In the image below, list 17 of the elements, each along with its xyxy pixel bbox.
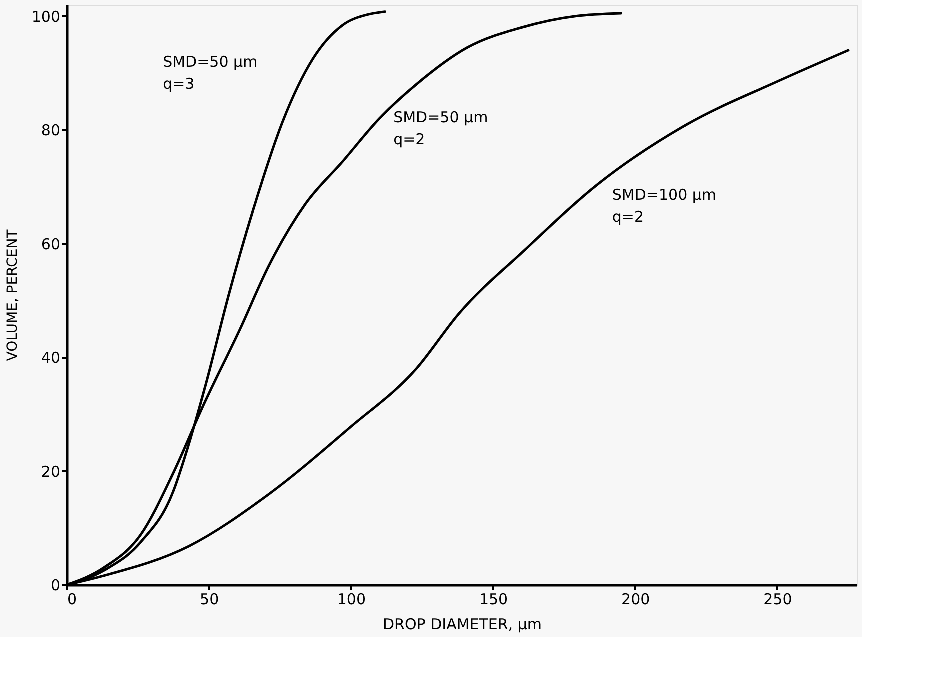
annotation: SMD=100 μm q=2 [612, 186, 717, 226]
x-tick-label: 250 [764, 590, 792, 608]
x-tick-label: 150 [479, 590, 508, 608]
y-tick-label: 100 [32, 8, 60, 26]
annotation: SMD=50 μm q=2 [394, 108, 488, 149]
x-tick-label: 200 [622, 590, 650, 608]
y-tick-label: 80 [41, 122, 60, 140]
y-tick-label: 40 [41, 349, 60, 368]
y-tick-label: 20 [41, 462, 60, 481]
annotation: SMD=50 μm q=3 [163, 53, 258, 94]
x-tick-label: 100 [337, 590, 366, 608]
y-axis-title: VOLUME, PERCENT [4, 229, 21, 362]
y-tick-label: 0 [50, 576, 60, 594]
y-tick-label: 60 [41, 235, 60, 254]
x-tick-label: 50 [200, 590, 220, 608]
x-tick-label: 0 [68, 590, 78, 608]
x-axis-title: DROP DIAMETER, μm [382, 616, 542, 634]
